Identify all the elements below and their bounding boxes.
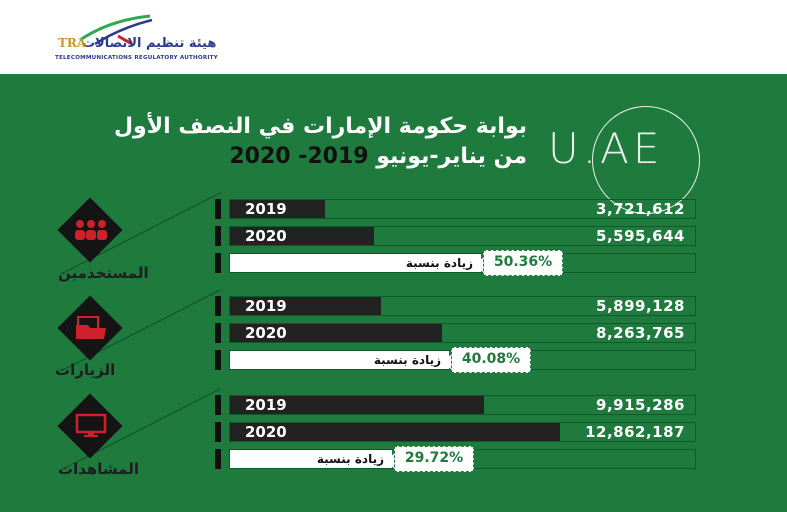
bar-track — [229, 422, 696, 442]
bar-year-label: 2020 — [245, 423, 287, 441]
logo-arabic-name: هيئة تنظيم الاتصالات — [82, 36, 217, 51]
bar-row: 2020 5,595,644 — [215, 226, 697, 246]
bar-year-label: 2020 — [245, 324, 287, 342]
row-marker — [215, 395, 221, 415]
row-marker — [215, 199, 221, 219]
category-badge — [57, 295, 123, 361]
bar-year-label: 2020 — [245, 227, 287, 245]
increase-label: زيادة بنسبة — [230, 450, 392, 468]
bar-year-label: 2019 — [245, 396, 287, 414]
title-line-2: من يناير-يونيو 2019- 2020 — [229, 144, 527, 169]
logo-abbr: TRA — [58, 36, 87, 50]
increase-label: زيادة بنسبة — [230, 254, 481, 272]
title-line-1: بوابة حكومة الإمارات في النصف الأول — [113, 114, 527, 139]
bar-row: 2019 3,721,612 — [215, 199, 697, 219]
bar-track — [229, 296, 696, 316]
bar-track — [229, 226, 696, 246]
increase-percentage: 40.08% — [451, 347, 531, 373]
row-marker — [215, 323, 221, 343]
bar-year-label: 2019 — [245, 200, 287, 218]
tra-logo — [40, 10, 240, 70]
header: هيئة تنظيم الاتصالات TRA TELECOMMUNICATI… — [0, 0, 787, 74]
increase-percentage: 50.36% — [483, 250, 563, 276]
infographic-panel: U.AE بوابة حكومة الإمارات في النصف الأول… — [0, 74, 787, 512]
bar-value-label: 5,595,644 — [596, 227, 685, 245]
bar-value-label: 8,263,765 — [596, 324, 685, 342]
callout-pointer — [442, 354, 452, 370]
row-marker — [215, 350, 221, 370]
bar-row: 2019 9,915,286 — [215, 395, 697, 415]
bar-track — [229, 395, 696, 415]
users-icon — [71, 217, 111, 243]
bar — [230, 297, 381, 315]
category-badge — [57, 197, 123, 263]
increase-percentage: 29.72% — [394, 446, 474, 472]
bar-value-label: 9,915,286 — [596, 396, 685, 414]
callout-pointer — [385, 453, 395, 469]
category-label: المستخدمين — [58, 264, 149, 282]
row-marker — [215, 226, 221, 246]
bar-row: 2020 8,263,765 — [215, 323, 697, 343]
callout-pointer — [474, 257, 484, 273]
title-line-2-prefix: من يناير-يونيو — [368, 144, 527, 169]
increase-label: زيادة بنسبة — [230, 351, 449, 369]
row-marker — [215, 253, 221, 273]
bar — [230, 200, 325, 218]
folder-icon — [71, 315, 111, 341]
bar — [230, 396, 484, 414]
category-badge — [57, 393, 123, 459]
bar-track — [229, 323, 696, 343]
bar — [230, 423, 560, 441]
bar — [230, 324, 442, 342]
tra-swoosh-icon — [79, 14, 153, 46]
row-marker — [215, 449, 221, 469]
increase-track — [229, 253, 696, 273]
uae-brand-mark: U.AE — [548, 124, 664, 173]
category-label: الزيارات — [55, 361, 116, 379]
bar — [230, 227, 374, 245]
bar-value-label: 3,721,612 — [596, 200, 685, 218]
bar-row: 2019 5,899,128 — [215, 296, 697, 316]
bar-year-label: 2019 — [245, 297, 287, 315]
title-years: 2019- 2020 — [229, 144, 369, 169]
uae-circle-icon — [592, 106, 700, 214]
bar-value-label: 5,899,128 — [596, 297, 685, 315]
monitor-icon — [71, 413, 111, 439]
bar-track — [229, 199, 696, 219]
logo-english-name: TELECOMMUNICATIONS REGULATORY AUTHORITY — [55, 55, 218, 61]
row-marker — [215, 296, 221, 316]
category-label: المشاهدات — [58, 460, 140, 478]
bar-value-label: 12,862,187 — [585, 423, 685, 441]
increase-row: زيادة بنسبة — [215, 253, 697, 273]
row-marker — [215, 422, 221, 442]
bar-row: 2020 12,862,187 — [215, 422, 697, 442]
